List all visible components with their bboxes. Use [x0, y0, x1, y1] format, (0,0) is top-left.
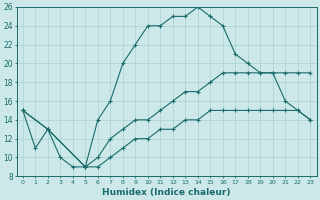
X-axis label: Humidex (Indice chaleur): Humidex (Indice chaleur) [102, 188, 231, 197]
